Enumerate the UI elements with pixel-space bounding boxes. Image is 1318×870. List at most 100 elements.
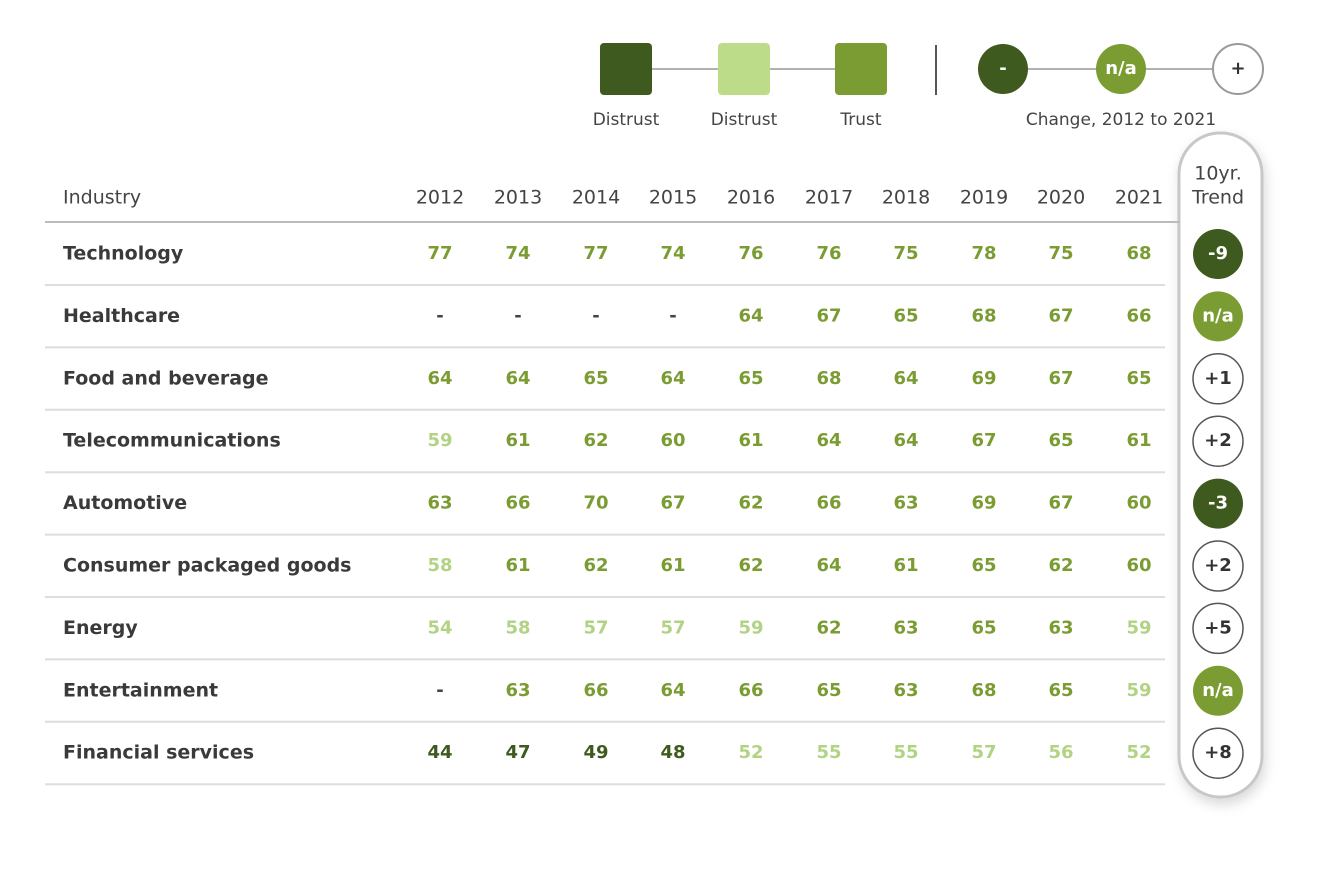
cell-value: 63 xyxy=(893,617,918,638)
industry-name: Healthcare xyxy=(63,305,180,327)
cell-value: 59 xyxy=(1126,680,1151,701)
legend-circle xyxy=(1096,44,1146,94)
cell-value: 64 xyxy=(660,368,685,389)
trend-value: n/a xyxy=(1202,305,1234,326)
trend-value: +5 xyxy=(1204,617,1232,638)
legend-circle-label: + xyxy=(1230,58,1245,79)
trend-badge xyxy=(1193,665,1243,716)
cell-value: 65 xyxy=(1048,680,1073,701)
header-year: 2019 xyxy=(960,187,1008,209)
header-year: 2016 xyxy=(727,187,775,209)
cell-value: 66 xyxy=(505,493,530,514)
cell-value: 62 xyxy=(816,617,841,638)
industry-name: Entertainment xyxy=(63,679,218,701)
cell-value: - xyxy=(669,305,676,326)
cell-value: 49 xyxy=(583,742,608,763)
cell-value: - xyxy=(436,680,443,701)
cell-value: 57 xyxy=(660,617,685,638)
trend-badge xyxy=(1192,415,1244,467)
trend-badge xyxy=(1192,727,1244,779)
cell-value: 67 xyxy=(1048,305,1073,326)
legend-caption: Change, 2012 to 2021 xyxy=(1026,110,1216,130)
cell-value: 69 xyxy=(971,368,996,389)
cell-value: 54 xyxy=(427,617,452,638)
trend-value: -3 xyxy=(1208,493,1228,514)
cell-value: 65 xyxy=(583,368,608,389)
cell-value: 59 xyxy=(738,617,763,638)
header-trend: 10yr. xyxy=(1194,163,1242,185)
cell-value: 69 xyxy=(971,493,996,514)
industry-name: Financial services xyxy=(63,742,254,764)
cell-value: 62 xyxy=(738,555,763,576)
legend-circle xyxy=(1212,43,1264,95)
cell-value: 57 xyxy=(583,617,608,638)
cell-value: 66 xyxy=(738,680,763,701)
legend-circle-label: - xyxy=(999,58,1006,79)
header-year: 2015 xyxy=(649,187,697,209)
cell-value: 67 xyxy=(1048,493,1073,514)
cell-value: 68 xyxy=(816,368,841,389)
cell-value: 63 xyxy=(1048,617,1073,638)
trend-value: n/a xyxy=(1202,680,1234,701)
cell-value: 60 xyxy=(1126,493,1151,514)
header-industry: Industry xyxy=(63,187,141,209)
cell-value: 61 xyxy=(505,430,530,451)
legend-circle-label: n/a xyxy=(1105,58,1137,79)
cell-value: - xyxy=(436,305,443,326)
cell-value: 75 xyxy=(1048,243,1073,264)
cell-value: 75 xyxy=(893,243,918,264)
cell-value: 76 xyxy=(738,243,763,264)
header-year: 2012 xyxy=(416,187,464,209)
cell-value: 66 xyxy=(583,680,608,701)
header-year: 2018 xyxy=(882,187,930,209)
trend-badge xyxy=(1192,602,1244,655)
cell-value: 64 xyxy=(738,305,763,326)
header-year: 2014 xyxy=(572,187,620,209)
cell-value: 48 xyxy=(660,742,685,763)
industry-name: Telecommunications xyxy=(63,430,281,452)
cell-value: 65 xyxy=(1048,430,1073,451)
cell-value: 61 xyxy=(893,555,918,576)
cell-value: 63 xyxy=(893,680,918,701)
cell-value: 67 xyxy=(816,305,841,326)
header-trend: Trend xyxy=(1191,187,1244,209)
legend-swatch xyxy=(835,43,887,95)
legend-swatch xyxy=(718,43,770,95)
cell-value: 64 xyxy=(427,368,452,389)
trend-badge xyxy=(1193,229,1243,279)
cell-value: 63 xyxy=(505,680,530,701)
cell-value: 60 xyxy=(1126,555,1151,576)
trend-value: +8 xyxy=(1204,742,1232,763)
cell-value: 55 xyxy=(893,742,918,763)
cell-value: 55 xyxy=(816,742,841,763)
industry-name: Technology xyxy=(63,243,184,265)
cell-value: 64 xyxy=(893,368,918,389)
cell-value: 64 xyxy=(816,555,841,576)
industry-name: Energy xyxy=(63,617,138,639)
legend-label: Distrust xyxy=(711,110,778,130)
industry-name: Consumer packaged goods xyxy=(63,555,352,577)
header-year: 2021 xyxy=(1115,187,1163,209)
trend-value: +2 xyxy=(1204,430,1232,451)
cell-value: 65 xyxy=(816,680,841,701)
cell-value: 44 xyxy=(427,742,452,763)
legend-label: Trust xyxy=(839,110,882,130)
cell-value: 57 xyxy=(971,742,996,763)
cell-value: 77 xyxy=(427,243,452,264)
cell-value: 65 xyxy=(1126,368,1151,389)
cell-value: 65 xyxy=(971,617,996,638)
cell-value: 74 xyxy=(505,243,530,264)
cell-value: 62 xyxy=(738,493,763,514)
cell-value: - xyxy=(592,305,599,326)
legend-label: Distrust xyxy=(593,110,660,130)
cell-value: 60 xyxy=(660,430,685,451)
industry-name: Automotive xyxy=(63,492,187,514)
cell-value: 65 xyxy=(971,555,996,576)
cell-value: 66 xyxy=(816,493,841,514)
cell-value: 77 xyxy=(583,243,608,264)
cell-value: 64 xyxy=(816,430,841,451)
cell-value: 52 xyxy=(738,742,763,763)
cell-value: 68 xyxy=(971,680,996,701)
trend-badge xyxy=(1193,478,1243,529)
